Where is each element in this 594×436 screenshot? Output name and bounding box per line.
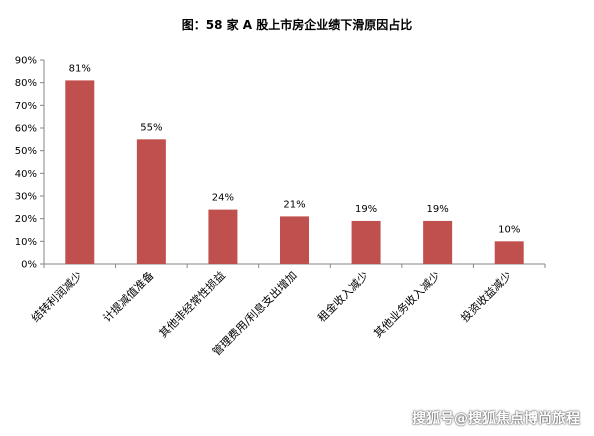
data-label: 10% <box>498 224 520 235</box>
category-label: 其他业务收入减少 <box>371 268 443 340</box>
y-tick-label: 80% <box>15 78 37 89</box>
category-label: 投资收益减少 <box>458 268 515 325</box>
category-label: 租金收入减少 <box>315 268 372 325</box>
y-tick-label: 10% <box>15 237 37 248</box>
bar <box>351 220 381 264</box>
data-label: 21% <box>283 199 305 210</box>
category-label: 计提减值准备 <box>100 268 157 325</box>
y-tick-label: 50% <box>15 146 37 157</box>
data-label: 19% <box>355 204 377 215</box>
data-label: 81% <box>69 63 91 74</box>
chart-title: 图：58 家 A 股上市房企业绩下滑原因占比 <box>181 18 413 32</box>
y-tick-label: 60% <box>15 124 37 135</box>
category-label: 结转利润减少 <box>28 268 85 325</box>
y-tick-label: 70% <box>15 101 37 112</box>
data-label: 55% <box>140 122 162 133</box>
bar <box>423 220 453 264</box>
watermark: 搜狐号@搜狐焦点博尚旅程 <box>412 411 580 427</box>
bar <box>494 241 524 264</box>
y-tick-label: 0% <box>21 260 37 271</box>
bar <box>136 139 166 264</box>
data-label: 19% <box>427 204 449 215</box>
bar <box>280 216 309 264</box>
y-tick-label: 30% <box>15 192 37 203</box>
y-tick-label: 20% <box>15 214 37 225</box>
bar <box>208 209 238 264</box>
bar <box>65 80 95 265</box>
y-tick-label: 40% <box>15 169 37 180</box>
data-label: 24% <box>212 193 234 204</box>
y-tick-label: 90% <box>15 56 37 67</box>
category-label: 其他非经常性损益 <box>156 268 228 340</box>
